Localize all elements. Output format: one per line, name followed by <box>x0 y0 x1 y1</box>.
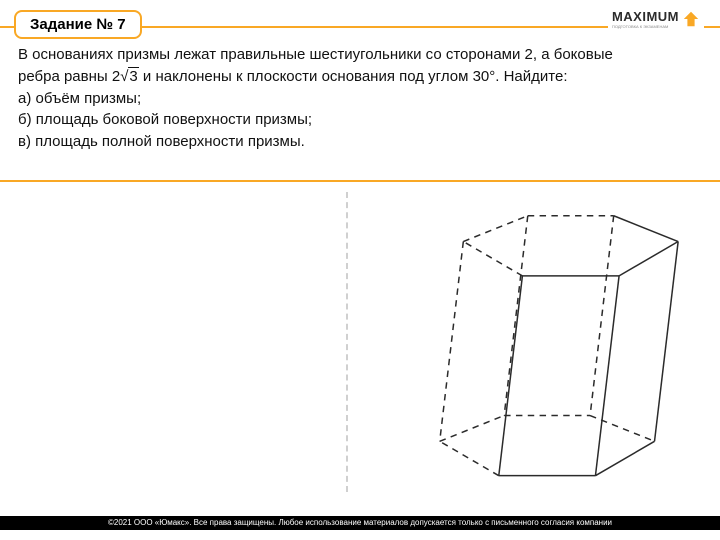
sqrt-expr: √3 <box>120 66 139 88</box>
item-b: б) площадь боковой поверхности призмы; <box>18 109 710 131</box>
item-a: а) объём призмы; <box>18 88 710 110</box>
problem-text: В основаниях призмы лежат правильные шес… <box>18 44 710 153</box>
footer-bar: ©2021 ООО «Юмакс». Все права защищены. Л… <box>0 516 720 530</box>
footer-text: ©2021 ООО «Юмакс». Все права защищены. Л… <box>108 518 612 527</box>
logo-subtext: ПОДГОТОВКА К ЭКЗАМЕНАМ <box>612 24 679 29</box>
task-badge-label: Задание № 7 <box>30 16 126 33</box>
item-c: в) площадь полной поверхности призмы. <box>18 131 710 153</box>
problem-line-1: В основаниях призмы лежат правильные шес… <box>18 44 710 66</box>
logo-text-wrap: MAXIMUM ПОДГОТОВКА К ЭКЗАМЕНАМ <box>612 8 679 29</box>
logo-arrow-icon <box>682 10 700 28</box>
brand-logo: MAXIMUM ПОДГОТОВКА К ЭКЗАМЕНАМ <box>608 8 704 29</box>
logo-text: MAXIMUM <box>612 9 679 24</box>
task-badge: Задание № 7 <box>14 10 142 39</box>
vertical-separator <box>346 192 348 492</box>
content-divider <box>0 180 720 182</box>
prism-diagram <box>430 205 690 495</box>
problem-line-2: ребра равны 2√3 и наклонены к плоскости … <box>18 66 710 88</box>
